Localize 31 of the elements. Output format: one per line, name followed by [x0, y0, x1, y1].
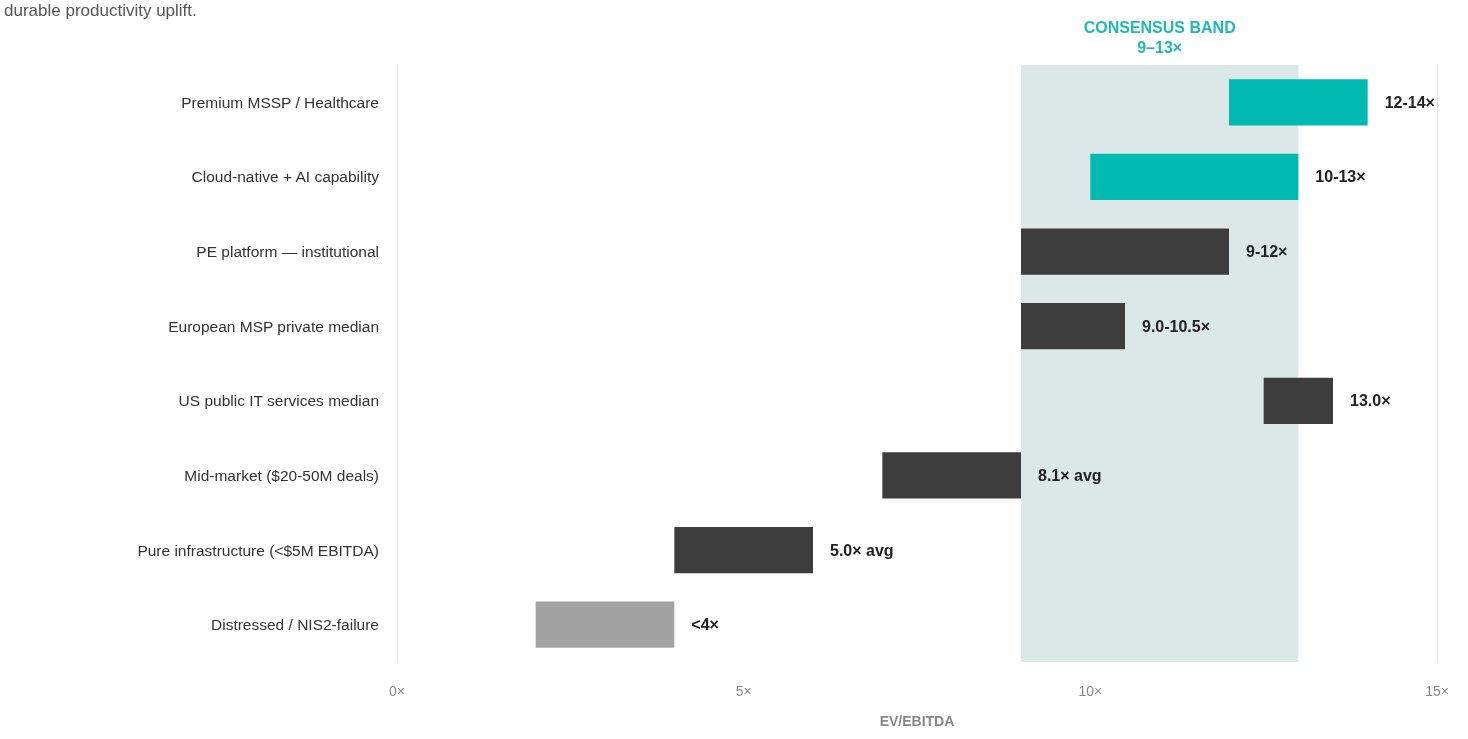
y-tick-label: PE platform — institutional — [196, 243, 379, 261]
x-tick-label: 0× — [389, 683, 405, 699]
x-axis-title: EV/EBITDA — [879, 713, 955, 729]
y-tick-label: Distressed / NIS2-failure — [211, 616, 379, 634]
data-label: 9-12× — [1246, 243, 1288, 261]
y-tick-label: Mid-market ($20-50M deals) — [184, 466, 379, 484]
band-label: CONSENSUS BAND 9–13× — [1083, 18, 1236, 56]
x-tick-label: 10× — [1078, 683, 1103, 699]
x-tick-label: 5× — [735, 683, 752, 699]
y-tick-label: US public IT services median — [178, 392, 379, 410]
bar — [535, 601, 675, 648]
data-label: 9.0-10.5× — [1142, 317, 1211, 335]
y-tick-label: Cloud-native + AI capability — [191, 168, 380, 186]
bar — [1090, 153, 1299, 201]
data-label: 10-13× — [1315, 168, 1366, 186]
bar — [1263, 377, 1333, 424]
bar — [1229, 79, 1368, 126]
data-label: <4× — [691, 616, 719, 634]
bar — [674, 526, 813, 574]
bar — [1021, 228, 1229, 275]
bar — [1021, 303, 1125, 350]
y-tick-label: Pure infrastructure (<$5M EBITDA) — [137, 541, 379, 559]
bar — [882, 452, 1021, 499]
text: durable productivity uplift. — [4, 1, 197, 20]
x-tick-label: 15× — [1425, 683, 1449, 699]
annotation: 8.1× avg — [1038, 466, 1102, 484]
annotation: 5.0× avg — [830, 541, 894, 559]
y-tick-label: European MSP private median — [168, 317, 379, 335]
data-label: 12-14× — [1384, 93, 1435, 111]
y-tick-label: Premium MSSP / Healthcare — [181, 93, 379, 111]
annotation: 13.0× — [1350, 392, 1391, 410]
